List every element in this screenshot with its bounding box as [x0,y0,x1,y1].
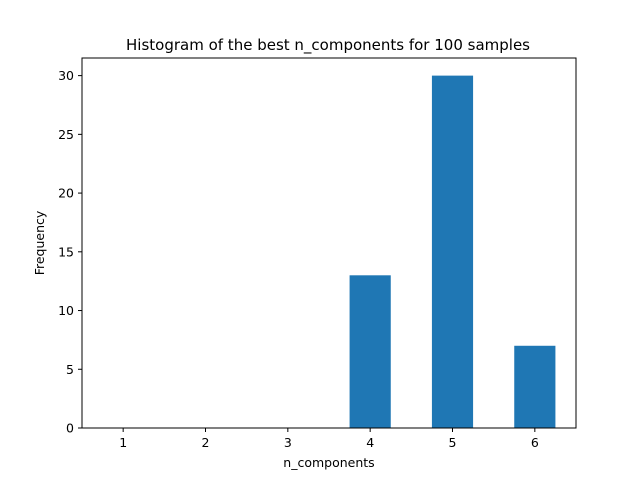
bar-4 [349,275,391,428]
x-tick-label: 6 [531,435,539,450]
y-tick-label: 0 [66,421,74,436]
y-tick-label: 10 [58,303,74,318]
y-tick-label: 5 [66,362,74,377]
x-tick-label: 2 [202,435,210,450]
bar-5 [431,75,474,428]
x-tick-label: 5 [449,435,457,450]
bars-layer [349,75,556,428]
x-tick-label: 4 [366,435,374,450]
x-tick-label: 3 [284,435,292,450]
y-tick-label: 20 [58,186,74,201]
chart-title: Histogram of the best n_components for 1… [126,36,530,55]
plot-frame [81,57,577,429]
plot-area [82,58,576,428]
y-axis-label: Frequency [32,210,47,275]
x-tick-label: 1 [119,435,127,450]
x-axis-ticks: 1 2 3 4 5 6 [119,428,539,450]
bar-6 [514,345,556,428]
y-tick-label: 30 [58,68,74,83]
y-tick-label: 25 [58,127,74,142]
x-axis-label: n_components [283,455,374,470]
y-axis-ticks: 0 5 10 15 20 25 30 [58,68,82,436]
y-tick-label: 15 [58,244,74,259]
